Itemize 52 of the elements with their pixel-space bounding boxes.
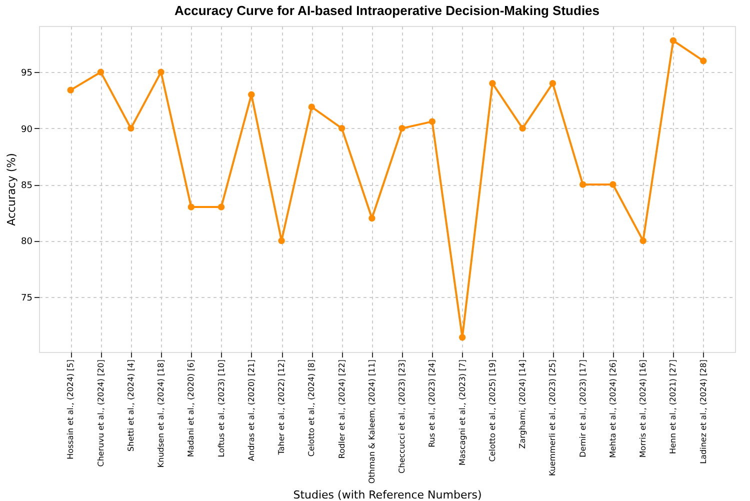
y-tick-label: 90 [21, 124, 33, 135]
point [158, 68, 164, 76]
chart-title: Accuracy Curve for AI-based Intraoperative Decision-Making Studies [174, 3, 600, 18]
point [97, 68, 104, 76]
point [700, 58, 707, 64]
point [368, 214, 376, 222]
point [218, 204, 225, 210]
point [338, 124, 346, 132]
x-tick-label: Mehta et al., (2024) [26] [608, 360, 618, 458]
x-axis-title: Studies (with Reference Numbers) [293, 488, 482, 501]
x-tick-label: Knudsen et al., (2024) [18] [156, 360, 166, 468]
x-tick-label: Henn et al., (2021) [27] [668, 360, 678, 454]
point [308, 104, 316, 110]
y-tick-label: 95 [21, 68, 32, 79]
x-tick-label: Shetti et al., (2024) [4] [126, 360, 136, 452]
x-tick-label: Kuemmerli et al., (2023) [25] [548, 360, 558, 476]
point [398, 124, 406, 132]
x-tick-label: Taher et al., (2022) [12] [277, 360, 286, 456]
point [248, 91, 255, 98]
point [489, 80, 496, 87]
point [67, 86, 74, 94]
x-tick-label: Celotto et al., (2024) [8] [307, 360, 316, 457]
x-tick-label: Rus et al., (2023) [24] [428, 360, 437, 448]
x-tick-label: Ladinez et al., (2024) [28] [698, 360, 708, 464]
point [519, 124, 526, 132]
point [428, 118, 436, 125]
y-tick-label: 80 [21, 237, 33, 248]
point [579, 181, 586, 188]
x-tick-label: Morris et al., (2024) [16] [638, 360, 648, 458]
y-tick-label: 85 [21, 181, 32, 192]
x-tick-label: Loftus et al., (2023) [10] [216, 360, 226, 458]
x-tick-label: Celotto et al., (2025) [19] [488, 360, 497, 462]
x-tick-label: Andras et al., (2020) [21] [246, 360, 256, 461]
point [278, 237, 285, 244]
y-tick-label: 75 [21, 293, 32, 304]
x-tick-label: Cheruvu et al., (2024) [20] [96, 360, 106, 467]
x-tick-label: Rodler et al., (2024) [22] [337, 360, 346, 459]
x-tick-label: Demir et al., (2023) [17] [578, 360, 588, 458]
point [610, 181, 616, 188]
point [458, 334, 466, 341]
point [188, 204, 195, 210]
x-tick-label: Madani et al., (2020) [6] [186, 360, 196, 457]
point [670, 37, 677, 44]
point [549, 80, 556, 87]
point [640, 237, 646, 244]
x-tick-label: Hossain et al., (2024) [5] [66, 360, 76, 460]
y-axis-title: Accuracy (%) [5, 153, 18, 226]
point [128, 124, 134, 132]
x-tick-label: Othman & Kaleem, (2024) [11] [367, 360, 376, 484]
x-tick-label: Mascagni et al., (2023) [7] [458, 360, 467, 466]
x-tick-label: Checcucci et al., (2023) [23] [398, 360, 407, 474]
x-tick-label: Zarghami, (2024) [14] [518, 360, 528, 449]
